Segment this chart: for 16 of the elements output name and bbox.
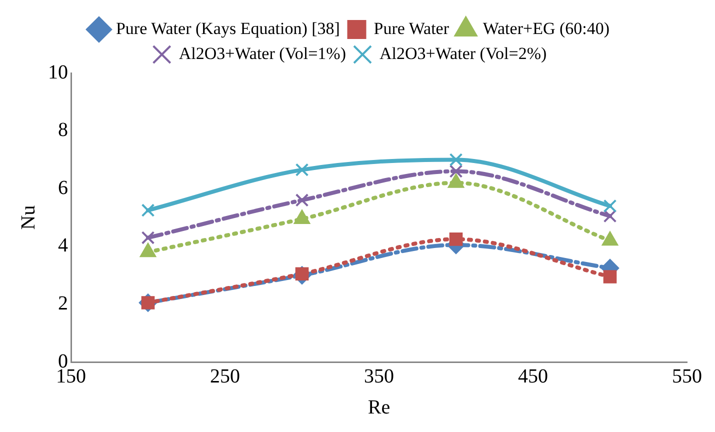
x-axis-title: Re <box>368 396 390 418</box>
y-tick-label: 4 <box>58 234 68 257</box>
x-tick-label: 550 <box>672 365 702 388</box>
x-tick-label: 350 <box>364 365 394 388</box>
legend-label: Pure Water <box>374 18 450 38</box>
x-tick-label: 450 <box>518 365 548 388</box>
y-tick-label: 6 <box>58 176 68 199</box>
y-tick-label: 10 <box>48 61 68 84</box>
y-axis-title: Nu <box>17 205 40 230</box>
legend-label: Al2O3+Water (Vol=2%) <box>380 44 547 63</box>
y-tick-label: 8 <box>58 119 68 142</box>
legend-label: Al2O3+Water (Vol=1%) <box>178 44 346 63</box>
legend-label: Pure Water (Kays Equation) [38] <box>116 18 340 38</box>
legend-label: Water+EG (60:40) <box>482 18 610 38</box>
y-tick-label: 2 <box>58 292 68 314</box>
x-tick-label: 250 <box>210 365 240 388</box>
